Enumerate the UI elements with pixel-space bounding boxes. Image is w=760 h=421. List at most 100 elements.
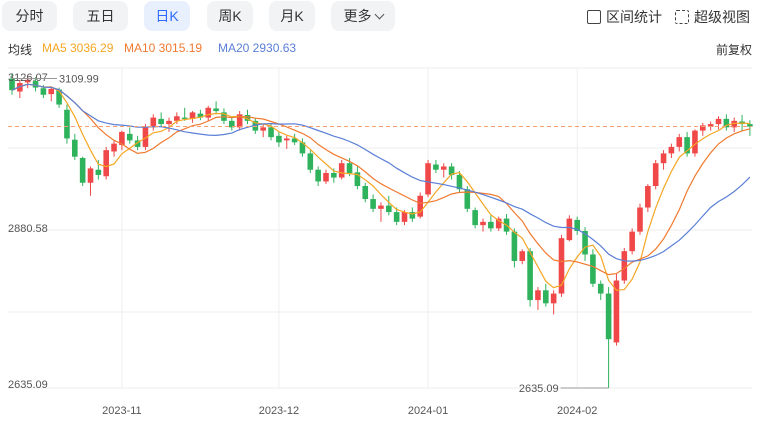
candle-body — [676, 137, 683, 147]
tab-more-label: 更多 — [343, 8, 372, 24]
ma-lines — [8, 83, 752, 291]
candle-body — [79, 157, 86, 183]
candle-body — [276, 135, 282, 143]
candle-body — [723, 118, 730, 128]
candle-body — [268, 127, 274, 138]
max-marker-label: 3109.99 — [59, 73, 99, 85]
period-tabs: 分时 五日 日K 周K 月K 更多 区间统计 超级视图 — [0, 0, 760, 34]
candle-body — [362, 186, 369, 200]
candle-body — [315, 169, 321, 182]
candle-body — [707, 124, 714, 127]
candle-body — [95, 169, 102, 175]
y-tick-label: 2880.58 — [8, 223, 48, 235]
candle-body — [472, 210, 478, 226]
candle-body — [354, 172, 361, 187]
candle-body — [550, 293, 557, 304]
candle-body — [684, 137, 690, 154]
candle-body — [488, 221, 494, 229]
legend-ma10: MA10 3015.19 — [124, 41, 203, 55]
candle-body — [72, 139, 78, 157]
candle-body — [660, 153, 667, 164]
legend-label: 均线 — [8, 43, 33, 57]
candle-body — [291, 138, 298, 143]
candle-body — [9, 78, 15, 91]
candle-body — [495, 218, 502, 229]
candle-body — [409, 212, 416, 219]
candle-body — [24, 79, 31, 83]
candle-body — [244, 114, 251, 121]
candle-body — [433, 164, 439, 170]
candle-body — [142, 127, 149, 147]
x-tick-label: 2023-12 — [259, 405, 299, 417]
candle-body — [519, 251, 526, 261]
candle-body — [393, 212, 400, 222]
candle-body — [213, 108, 219, 112]
candle-body — [543, 290, 549, 304]
candle-body — [590, 254, 596, 284]
tab-daily-k[interactable]: 日K — [144, 1, 190, 31]
candle-body — [597, 283, 604, 294]
candle-body — [48, 88, 55, 95]
candle-body — [535, 290, 541, 301]
legend-ma20: MA20 2930.63 — [218, 41, 297, 55]
candle-body — [370, 199, 376, 209]
super-view-button[interactable]: 超级视图 — [675, 7, 750, 27]
min-marker-label: 2635.09 — [519, 383, 559, 395]
candle-body — [119, 131, 125, 145]
candle-body — [747, 124, 753, 127]
tab-intraday[interactable]: 分时 — [2, 1, 57, 31]
x-tick-label: 2024-02 — [557, 405, 597, 417]
candle-body — [197, 113, 204, 118]
candle-body — [668, 146, 675, 154]
candle-body — [331, 172, 337, 178]
candle-body — [299, 142, 306, 154]
candle-body — [401, 212, 408, 222]
candle-body — [621, 251, 628, 281]
tab-five-day[interactable]: 五日 — [73, 1, 128, 31]
candle-body — [417, 195, 423, 217]
tab-weekly-k[interactable]: 周K — [207, 1, 253, 31]
ma10-line — [11, 83, 751, 276]
candles — [9, 73, 753, 388]
super-view-label: 超级视图 — [694, 9, 750, 25]
legend-ma5: MA5 3036.29 — [42, 41, 114, 55]
candle-body — [448, 166, 455, 175]
y-tick-label: 2635.09 — [8, 379, 48, 391]
candle-body — [582, 230, 588, 255]
candle-body — [566, 218, 573, 241]
candle-body — [440, 166, 447, 170]
range-stats-button[interactable]: 区间统计 — [587, 7, 662, 27]
candle-body — [700, 125, 706, 131]
candle-body — [323, 172, 329, 182]
range-stats-icon — [587, 10, 601, 24]
candle-body — [511, 231, 518, 261]
candle-body — [692, 130, 698, 154]
candle-body — [346, 163, 353, 173]
chart-grid — [8, 67, 752, 389]
candle-body — [260, 127, 266, 131]
candle-body — [111, 143, 117, 152]
ma20-line — [11, 83, 751, 262]
candle-body — [378, 205, 384, 209]
candle-body — [645, 186, 651, 208]
candle-body — [574, 219, 580, 231]
candle-body — [126, 133, 133, 141]
candle-body — [338, 163, 345, 178]
candle-body — [425, 163, 431, 195]
tab-more[interactable]: 更多 — [331, 1, 395, 31]
candle-body — [386, 205, 392, 213]
candle-body — [715, 118, 722, 125]
adjust-toggle[interactable]: 前复权 — [715, 43, 752, 57]
candle-body — [307, 153, 314, 170]
candle-body — [236, 114, 243, 128]
candle-body — [174, 116, 180, 121]
candle-body — [134, 140, 141, 147]
candle-body — [64, 109, 70, 139]
candle-body — [605, 293, 612, 340]
candle-body — [731, 120, 737, 128]
candle-body — [103, 150, 109, 177]
tab-monthly-k[interactable]: 月K — [269, 1, 315, 31]
x-tick-label: 2023-11 — [102, 405, 142, 417]
